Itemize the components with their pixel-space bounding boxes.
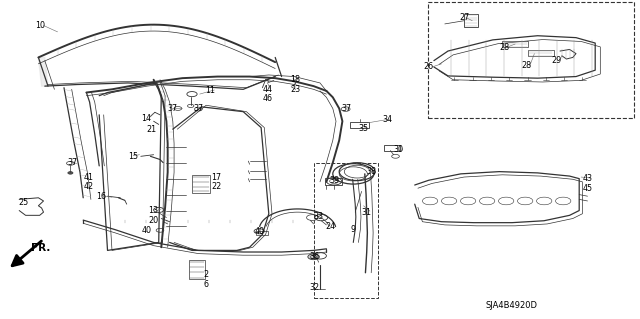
Text: 39: 39 <box>330 176 340 185</box>
Text: 35: 35 <box>358 124 369 133</box>
Circle shape <box>308 254 319 260</box>
Text: 9: 9 <box>351 225 356 234</box>
Text: 34: 34 <box>383 115 393 124</box>
Text: 45: 45 <box>582 184 593 193</box>
Text: 2: 2 <box>204 271 209 279</box>
Text: 18: 18 <box>290 75 300 84</box>
Bar <box>528 50 554 56</box>
Text: 31: 31 <box>362 208 372 217</box>
Text: 15: 15 <box>128 152 138 161</box>
Text: 21: 21 <box>146 125 156 134</box>
Text: 38: 38 <box>366 167 376 176</box>
Text: 17: 17 <box>211 173 221 182</box>
Text: 32: 32 <box>310 283 320 292</box>
Text: 20: 20 <box>148 216 159 225</box>
Bar <box>384 145 400 151</box>
Text: 46: 46 <box>262 94 273 103</box>
Text: FR.: FR. <box>31 243 50 253</box>
Text: 11: 11 <box>205 86 215 95</box>
Text: 33: 33 <box>314 212 324 221</box>
Bar <box>502 41 528 47</box>
Text: 10: 10 <box>35 21 45 30</box>
Text: 37: 37 <box>67 158 77 167</box>
Text: 43: 43 <box>582 174 593 183</box>
Bar <box>256 231 268 235</box>
Text: 28: 28 <box>522 61 532 70</box>
Text: 42: 42 <box>83 182 93 191</box>
Bar <box>428 2 634 118</box>
Text: 22: 22 <box>211 182 221 191</box>
Text: 24: 24 <box>325 222 335 231</box>
Text: 44: 44 <box>262 85 273 94</box>
Text: 23: 23 <box>290 85 300 94</box>
Text: 29: 29 <box>552 56 562 65</box>
Text: 41: 41 <box>83 173 93 182</box>
Text: 37: 37 <box>168 104 178 113</box>
Text: 6: 6 <box>204 280 209 289</box>
Text: 25: 25 <box>18 198 28 207</box>
Bar <box>464 14 478 27</box>
Circle shape <box>68 172 73 174</box>
Text: SJA4B4920D: SJA4B4920D <box>486 301 538 310</box>
Text: 40: 40 <box>255 227 265 236</box>
Bar <box>314 163 378 298</box>
Text: 28: 28 <box>499 43 509 52</box>
Text: 16: 16 <box>96 192 106 201</box>
Polygon shape <box>38 57 48 86</box>
Bar <box>189 260 205 279</box>
Text: 26: 26 <box>424 63 434 71</box>
Bar <box>350 122 369 128</box>
Text: 30: 30 <box>394 145 404 154</box>
Text: 14: 14 <box>141 114 151 122</box>
Text: 27: 27 <box>460 13 470 22</box>
Text: 40: 40 <box>142 226 152 235</box>
Text: 13: 13 <box>148 206 159 215</box>
Bar <box>192 175 210 193</box>
Text: 36: 36 <box>310 252 320 261</box>
Text: 37: 37 <box>341 104 351 113</box>
Text: 37: 37 <box>193 104 204 113</box>
Bar <box>325 178 342 185</box>
